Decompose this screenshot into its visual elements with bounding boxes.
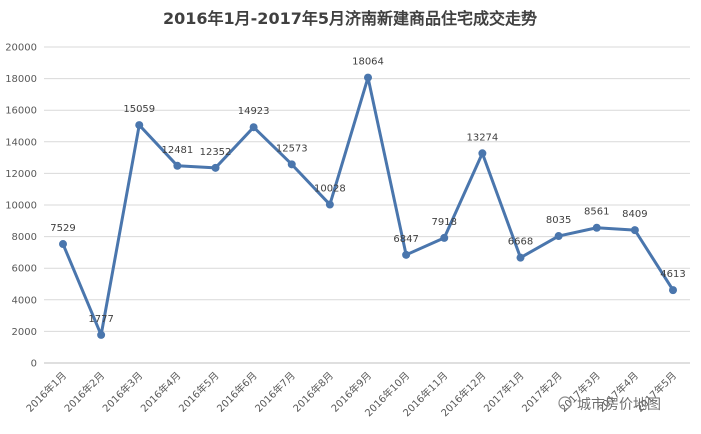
data-point <box>402 250 411 259</box>
data-point <box>211 163 220 172</box>
y-tick-label: 4000 <box>12 295 37 306</box>
x-tick-label: 2016年4月 <box>138 369 184 415</box>
data-point <box>97 330 106 339</box>
y-tick-label: 10000 <box>5 201 37 212</box>
y-tick-label: 2000 <box>12 327 37 338</box>
y-tick-label: 18000 <box>5 74 37 85</box>
y-tick-label: 14000 <box>5 137 37 148</box>
data-label: 4613 <box>660 269 685 280</box>
x-tick-label: 2016年2月 <box>61 369 107 415</box>
y-tick-label: 12000 <box>5 169 37 180</box>
x-tick-label: 2016年3月 <box>100 369 146 415</box>
x-tick-label: 2016年6月 <box>214 369 260 415</box>
data-label: 15059 <box>123 104 155 115</box>
data-label: 6668 <box>508 237 533 248</box>
data-point <box>325 200 334 209</box>
x-tick-label: 2017年2月 <box>519 369 565 415</box>
data-label: 8561 <box>584 207 609 218</box>
data-labels: 7529 1777 15059 12481 12352 14923 12573 10028 18… <box>50 57 685 325</box>
data-label: 6847 <box>393 234 418 245</box>
data-point <box>630 226 639 235</box>
data-point <box>516 253 525 262</box>
data-point <box>249 123 258 132</box>
data-label: 8409 <box>622 209 647 220</box>
y-tick-label: 6000 <box>12 264 37 275</box>
data-label: 12352 <box>200 147 232 158</box>
y-tick-label: 0 <box>31 359 37 370</box>
watermark: 城市房价地图 <box>558 396 661 413</box>
x-tick-label: 2016年5月 <box>176 369 222 415</box>
data-point <box>364 73 372 82</box>
data-point <box>59 240 67 249</box>
data-label: 12573 <box>276 143 308 154</box>
data-point <box>135 121 144 130</box>
chart-title: 2016年1月-2017年5月济南新建商品住宅成交走势 <box>163 9 537 28</box>
x-tick-label: 2017年1月 <box>481 369 527 415</box>
data-point <box>669 286 677 295</box>
data-point <box>287 160 296 169</box>
data-point <box>592 223 601 232</box>
watermark-text: 城市房价地图 <box>577 396 661 413</box>
x-tick-label: 2016年1月 <box>23 369 69 415</box>
data-point <box>173 161 182 170</box>
y-tick-label: 16000 <box>5 106 37 117</box>
y-tick-label: 20000 <box>5 43 37 54</box>
data-point <box>440 233 449 242</box>
data-label: 7529 <box>50 223 75 234</box>
data-label: 18064 <box>352 57 384 68</box>
data-label: 12481 <box>161 145 193 156</box>
series <box>59 73 677 339</box>
data-label: 1777 <box>88 314 113 325</box>
data-label: 8035 <box>546 215 571 226</box>
watermark-logo-icon <box>558 396 572 410</box>
y-tick-label: 8000 <box>12 232 37 243</box>
data-label: 7918 <box>432 217 457 228</box>
data-point <box>478 149 487 158</box>
x-tick-label: 2016年8月 <box>290 369 336 415</box>
data-label: 13274 <box>466 132 498 143</box>
y-axis: 0 2000 4000 6000 8000 10000 12000 14000 16000 180… <box>5 43 37 370</box>
data-point <box>554 232 563 241</box>
data-label: 10028 <box>314 184 346 195</box>
x-tick-label: 2016年7月 <box>252 369 298 415</box>
grid-lines <box>44 46 690 364</box>
data-label: 14923 <box>238 106 270 117</box>
series-line <box>61 76 675 337</box>
